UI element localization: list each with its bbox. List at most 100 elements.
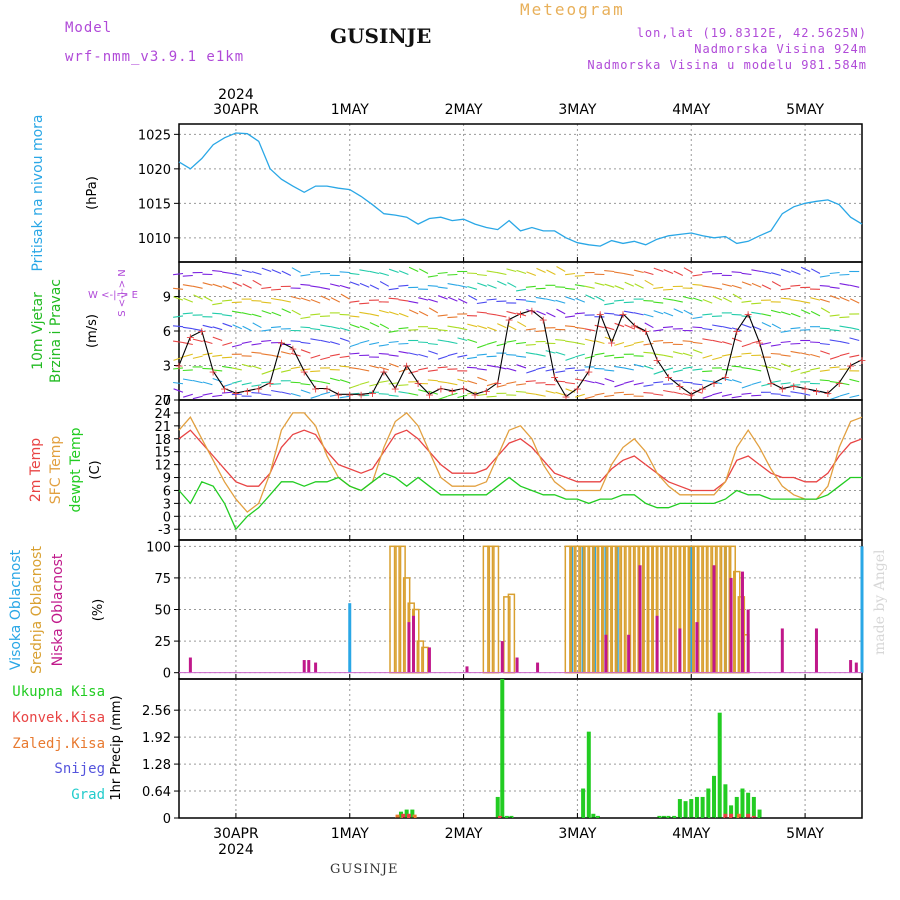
wind-arrow: [810, 268, 821, 274]
wind-gust-marker: +: [755, 337, 764, 350]
wind-arrow: [280, 351, 291, 355]
wind-arrow: [692, 326, 703, 329]
bottom-date-label: 4MAY: [672, 826, 710, 842]
wind-arrow: [594, 324, 605, 329]
wind-gust-marker: +: [459, 383, 468, 396]
wind-arrow: [751, 302, 762, 305]
wind-arrow: [849, 354, 860, 358]
wind-arrow: [339, 379, 350, 384]
cloud-bar-high: [860, 546, 864, 673]
wind-arrow: [437, 329, 448, 332]
wind-arrow: [232, 324, 243, 330]
wind-arrow: [556, 266, 566, 272]
wind-arrow: [212, 270, 223, 273]
wind-arrow: [535, 366, 546, 371]
wind-arrow: [300, 383, 311, 386]
precip-bar-0: [689, 799, 694, 818]
wind-arrow: [329, 377, 340, 382]
wind-gust-marker: +: [288, 342, 297, 355]
wind-arrow: [261, 370, 272, 375]
temperature-ytick-label: 9: [163, 472, 171, 487]
wind-arrow: [633, 363, 644, 368]
cloud-legend-mid: Srednja Oblacnost: [29, 546, 45, 674]
precip-bar-0: [410, 809, 415, 818]
wind-arrow: [477, 282, 487, 287]
wind-arrow: [261, 310, 272, 315]
wind-arrow: [487, 284, 497, 289]
wind-arrow: [467, 338, 478, 344]
wind-arrow: [202, 352, 213, 356]
wind-arrow: [721, 353, 732, 357]
wind-gust-marker: +: [698, 383, 707, 396]
wind-arrow: [565, 381, 576, 385]
temperature-ytick-label: 15: [154, 446, 171, 461]
wind-arrow: [790, 299, 801, 302]
wind-arrow: [722, 297, 733, 303]
wind-arrow: [829, 286, 840, 289]
wind-arrow: [741, 367, 752, 370]
wind-ylabel: (m/s): [85, 314, 100, 348]
wind-arrow: [800, 370, 811, 374]
clouds-ytick-label: 25: [154, 635, 171, 650]
wind-arrow: [683, 267, 693, 273]
cloud-legend-low: Niska Oblacnost: [50, 553, 66, 666]
wind-arrow: [369, 322, 380, 328]
wind-gust-marker: +: [231, 387, 240, 400]
wind-arrow: [291, 309, 301, 316]
wind-arrow: [467, 323, 478, 328]
wind-arrow: [545, 298, 556, 302]
wind-arrow: [506, 339, 517, 343]
wind-arrow: [516, 269, 527, 275]
wind-arrow: [839, 392, 850, 397]
cloud-bar-low: [780, 628, 784, 673]
cloud-bar-low: [849, 660, 853, 673]
wind-arrow: [702, 327, 713, 331]
top-date-label: 4MAY: [672, 102, 710, 118]
wind-arrow: [819, 285, 830, 287]
wind-arrow: [212, 369, 223, 372]
wind-gust-marker: +: [618, 308, 627, 321]
wind-arrow: [369, 313, 380, 317]
wind-arrow: [770, 352, 781, 355]
wind-arrow: [349, 367, 360, 370]
precip-bar-0: [677, 799, 682, 818]
model-name: wrf-nmm_v3.9.1 e1km: [65, 49, 245, 65]
wind-arrow: [290, 340, 301, 343]
wind-arrow: [672, 391, 683, 395]
wind-arrow: [340, 293, 350, 300]
wind-arrow: [790, 384, 801, 386]
wind-arrow: [212, 312, 223, 315]
wind-arrow: [820, 307, 831, 314]
wind-arrow: [339, 395, 350, 399]
wind-arrow: [231, 301, 242, 304]
wind-arrow: [849, 298, 860, 304]
wind-arrow: [437, 286, 448, 289]
wind-arrow: [202, 282, 213, 286]
precip-legend-2: Zaledj.Kisa: [12, 736, 105, 752]
wind-arrow: [800, 352, 811, 356]
wind-arrow: [339, 284, 350, 289]
page-title: GUSINJE: [330, 24, 432, 48]
temperature-ytick-label: 12: [154, 459, 171, 474]
wind-gust-marker: +: [402, 360, 411, 373]
wind-gust-marker: +: [368, 387, 377, 400]
cloud-bar-low: [500, 641, 504, 673]
top-date-label: 1MAY: [331, 102, 369, 118]
wind-gust-marker: +: [243, 385, 252, 398]
wind-arrow: [427, 342, 438, 346]
wind-arrow: [270, 383, 282, 385]
wind-arrow: [751, 368, 762, 372]
wind-arrow: [515, 298, 527, 301]
wind-gust-marker: +: [652, 354, 661, 367]
wind-arrow: [183, 353, 193, 358]
precip-bar-1: [401, 813, 406, 818]
bottom-date-label: 2MAY: [445, 826, 483, 842]
wind-arrow: [378, 309, 389, 314]
wind-arrow: [467, 356, 478, 360]
wind-arrow: [830, 295, 840, 300]
wind-arrow: [692, 316, 703, 320]
wind-gust-marker: +: [800, 383, 809, 396]
wind-ytick-label: 6: [163, 325, 171, 340]
wind-gust-marker: +: [482, 385, 491, 398]
